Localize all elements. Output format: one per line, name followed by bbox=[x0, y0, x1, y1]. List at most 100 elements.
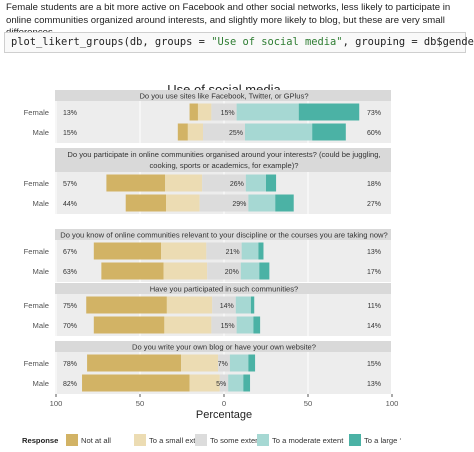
left-percent-label: 70% bbox=[63, 323, 77, 330]
group-label: Male bbox=[33, 199, 49, 208]
code-prefix: plot_likert_groups(db, groups = bbox=[11, 36, 212, 48]
bar-segment bbox=[101, 262, 164, 280]
x-axis-label: Percentage bbox=[196, 409, 252, 421]
chart-panels: Do you use sites like Facebook, Twitter,… bbox=[24, 90, 393, 394]
bar-segment bbox=[106, 174, 166, 192]
bar-segment bbox=[206, 242, 242, 260]
left-percent-label: 78% bbox=[63, 361, 77, 368]
legend-title: Response bbox=[22, 436, 58, 445]
bar-segment bbox=[93, 316, 165, 334]
left-percent-label: 82% bbox=[63, 381, 77, 388]
x-tick-label: 50 bbox=[136, 399, 144, 408]
bar-segment bbox=[199, 194, 249, 212]
legend-label: To a large ‘ bbox=[364, 436, 401, 445]
legend-swatch bbox=[134, 434, 146, 446]
bar-segment bbox=[258, 242, 264, 260]
panel-question: Have you participated in such communitie… bbox=[150, 285, 299, 294]
legend-label: To a small extent bbox=[149, 436, 207, 445]
right-percent-label: 73% bbox=[367, 110, 381, 117]
x-tick-label: 0 bbox=[222, 399, 226, 408]
bar-segment bbox=[86, 296, 167, 314]
bar-segment bbox=[240, 262, 260, 280]
code-string: "Use of social media" bbox=[211, 36, 343, 48]
x-tick-label: 100 bbox=[386, 399, 399, 408]
code-line: plot_likert_groups(db, groups = "Use of … bbox=[11, 36, 474, 48]
bar-segment bbox=[235, 296, 251, 314]
bar-segment bbox=[298, 103, 360, 121]
group-label: Female bbox=[24, 108, 49, 117]
bar-segment bbox=[218, 354, 230, 372]
group-label: Male bbox=[33, 128, 49, 137]
bar-segment bbox=[219, 374, 229, 392]
bar-segment bbox=[166, 194, 200, 212]
panel-5: Do you write your own blog or have your … bbox=[24, 341, 393, 394]
center-percent-label: 26% bbox=[230, 181, 244, 188]
center-percent-label: 15% bbox=[221, 110, 235, 117]
panel-2: Do you participate in online communities… bbox=[24, 148, 393, 214]
panel-question: Do you use sites like Facebook, Twitter,… bbox=[139, 92, 308, 101]
bar-segment bbox=[189, 374, 220, 392]
legend-label: Not at all bbox=[81, 436, 111, 445]
bar-segment bbox=[189, 103, 198, 121]
bar-segment bbox=[207, 262, 241, 280]
bar-segment bbox=[82, 374, 190, 392]
right-percent-label: 17% bbox=[367, 269, 381, 276]
bar-segment bbox=[266, 174, 277, 192]
bar-segment bbox=[87, 354, 182, 372]
bar-segment bbox=[187, 123, 203, 141]
panel-question: Do you know of online communities releva… bbox=[60, 231, 388, 240]
group-label: Female bbox=[24, 247, 49, 256]
left-percent-label: 67% bbox=[63, 249, 77, 256]
code-suffix: , grouping = db$gender) bbox=[342, 36, 474, 48]
bar-segment bbox=[245, 174, 266, 192]
bar-segment bbox=[181, 354, 219, 372]
bar-segment bbox=[253, 316, 261, 334]
bar-segment bbox=[228, 374, 244, 392]
bar-segment bbox=[161, 242, 207, 260]
center-percent-label: 25% bbox=[229, 130, 243, 137]
left-percent-label: 57% bbox=[63, 181, 77, 188]
legend: Response Not at all To a small extent To so… bbox=[22, 434, 401, 446]
group-label: Male bbox=[33, 321, 49, 330]
panel-strip bbox=[55, 148, 391, 172]
right-percent-label: 15% bbox=[367, 361, 381, 368]
legend-swatch bbox=[257, 434, 269, 446]
group-label: Female bbox=[24, 301, 49, 310]
bar-segment bbox=[245, 123, 313, 141]
legend-swatch bbox=[66, 434, 78, 446]
bar-segment bbox=[275, 194, 294, 212]
bar-segment bbox=[259, 262, 270, 280]
code-block: plot_likert_groups(db, groups = "Use of … bbox=[4, 32, 474, 53]
right-percent-label: 13% bbox=[367, 381, 381, 388]
bar-segment bbox=[203, 123, 245, 141]
bar-segment bbox=[93, 242, 161, 260]
center-percent-label: 29% bbox=[232, 201, 246, 208]
legend-label: To a moderate extent bbox=[272, 436, 344, 445]
panel-1: Do you use sites like Facebook, Twitter,… bbox=[24, 90, 393, 143]
left-percent-label: 75% bbox=[63, 303, 77, 310]
right-percent-label: 27% bbox=[367, 201, 381, 208]
center-percent-label: 5% bbox=[216, 381, 226, 388]
bar-segment bbox=[312, 123, 346, 141]
right-percent-label: 13% bbox=[367, 249, 381, 256]
center-percent-label: 14% bbox=[220, 303, 234, 310]
bar-segment bbox=[243, 374, 251, 392]
bar-segment bbox=[236, 316, 254, 334]
panel-strip bbox=[55, 229, 391, 240]
group-label: Male bbox=[33, 379, 49, 388]
panel-4: Have you participated in such communitie… bbox=[24, 283, 393, 336]
panel-3: Do you know of online communities releva… bbox=[24, 229, 393, 282]
left-percent-label: 44% bbox=[63, 201, 77, 208]
x-tick-label: 50 bbox=[304, 399, 312, 408]
bar-segment bbox=[164, 316, 212, 334]
x-axis: 100 50 0 50 100 bbox=[50, 394, 399, 408]
bar-segment bbox=[236, 103, 299, 121]
panel-strip bbox=[55, 283, 391, 294]
group-label: Female bbox=[24, 179, 49, 188]
panel-strip bbox=[55, 90, 391, 101]
left-percent-label: 15% bbox=[63, 130, 77, 137]
center-percent-label: 7% bbox=[218, 361, 228, 368]
group-label: Male bbox=[33, 267, 49, 276]
bar-segment bbox=[229, 354, 249, 372]
